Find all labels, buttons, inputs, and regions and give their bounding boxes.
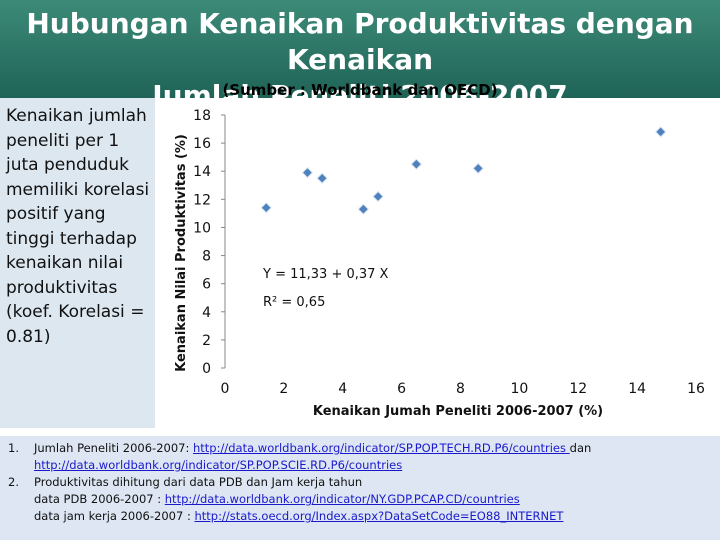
footnote-link[interactable]: http://stats.oecd.org/Index.aspx?DataSet… [194,509,564,523]
y-tick-label: 10 [193,220,211,236]
y-tick-label: 0 [202,361,211,377]
footnote-text: Produktivitas dihitung dari data PDB dan… [34,475,363,489]
data-point [654,126,667,138]
sidebar-panel: Kenaikan jumlah peneliti per 1 juta pend… [0,98,155,428]
y-tick-label: 18 [193,108,211,124]
footnote-text: Jumlah Peneliti 2006-2007: [34,441,193,455]
footnote-text: data jam kerja 2006-2007 : [34,509,195,523]
x-tick-label: 0 [221,381,230,397]
y-tick-label: 6 [202,277,211,293]
footnote-link[interactable]: http://data.worldbank.org/indicator/SP.P… [34,458,403,472]
data-point [372,190,384,203]
title-banner: Hubungan Kenaikan Produktivitas dengan K… [0,0,720,112]
footnote-link[interactable]: http://data.worldbank.org/indicator/SP.P… [193,441,570,455]
data-point [472,162,484,175]
x-tick-label: 2 [279,381,288,397]
y-tick-label: 12 [193,192,211,208]
y-tick-label: 4 [202,305,211,321]
x-tick-label: 12 [569,381,587,397]
page-title: Hubungan Kenaikan Produktivitas dengan K… [10,6,710,114]
data-point [260,202,272,214]
footnote-line: 2. Produktivitas dihitung dari data PDB d… [8,474,716,490]
y-tick-label: 14 [193,164,211,180]
x-axis-label: Kenaikan Jumah Peneliti 2006-2007 (%) [313,404,603,419]
x-tick-label: 14 [628,381,646,397]
x-tick-label: 10 [510,381,528,397]
footnote-text-after: dan [569,441,592,455]
y-axis-label: Kenaikan Nilai Produktivitas (%) [174,134,189,372]
title-line-2: Jumlah Peneliti 2006-2007 [152,79,568,112]
footnote-link[interactable]: http://data.worldbank.org/indicator/NY.G… [164,492,520,506]
data-point [316,172,328,184]
footnote-line: 1. Jumlah Peneliti 2006-2007: http://data… [8,440,716,456]
data-point [357,203,370,215]
footnote-text: data PDB 2006-2007 : [34,492,165,506]
data-point [410,158,423,170]
sidebar-text: Kenaikan jumlah peneliti per 1 juta pend… [6,106,150,347]
footnote-line: data PDB 2006-2007 : http://data.worldba… [8,491,716,507]
r-squared-label: R² = 0,65 [263,295,325,310]
x-tick-label: 6 [397,381,406,397]
plot-area: 0 2 4 6 8 10 12 14 16 18 0 2 4 6 8 10 12 14 16 [193,108,705,397]
y-tick-label: 2 [202,333,211,349]
source-subtitle: (Sumber : Worldbank dan OECD) [222,81,498,99]
footnote-line: data jam kerja 2006-2007 : http://stats.… [8,508,716,524]
regression-equation: Y = 11,33 + 0,37 X [262,267,389,282]
x-tick-label: 8 [456,381,465,397]
footnotes-panel: 1. Jumlah Peneliti 2006-2007: http://data… [0,436,720,540]
footnote-line: http://data.worldbank.org/indicator/SP.P… [8,457,716,473]
footnote-number: 2. [8,475,19,489]
title-line-1: Hubungan Kenaikan Produktivitas dengan K… [26,7,694,76]
scatter-chart: 0 2 4 6 8 10 12 14 16 18 0 2 4 6 8 10 12 14 16 Kenaikan Ni… [174,108,705,419]
y-tick-label: 8 [202,249,211,265]
footnote-number: 1. [8,441,19,455]
y-tick-label: 16 [193,136,211,152]
data-point [301,166,314,179]
x-tick-label: 4 [338,381,347,397]
x-tick-label: 16 [687,381,705,397]
